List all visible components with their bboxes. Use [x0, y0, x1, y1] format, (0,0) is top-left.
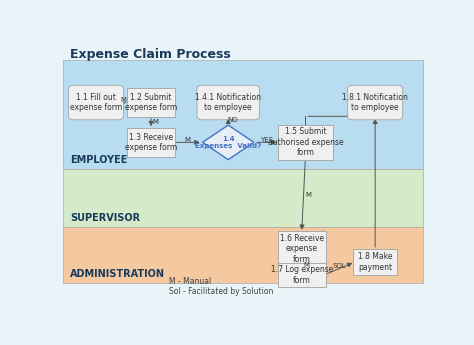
FancyBboxPatch shape	[347, 85, 403, 120]
Text: M: M	[185, 137, 191, 143]
Text: M: M	[153, 119, 158, 126]
Bar	[63, 227, 423, 283]
Text: 1.8.1 Notification
to employee: 1.8.1 Notification to employee	[342, 93, 408, 112]
Text: EMPLOYEE: EMPLOYEE	[70, 155, 128, 165]
Text: SUPERVISOR: SUPERVISOR	[70, 213, 140, 223]
FancyBboxPatch shape	[278, 125, 333, 160]
Text: 1.7 Log expense
form: 1.7 Log expense form	[271, 265, 333, 285]
Text: 1.2 Submit
expense form: 1.2 Submit expense form	[125, 93, 177, 112]
Text: 1.4
Expenses  Valid?: 1.4 Expenses Valid?	[195, 136, 261, 149]
Text: 1.3 Receive
expense form: 1.3 Receive expense form	[125, 132, 177, 152]
Text: 1.6 Receive
expense
form: 1.6 Receive expense form	[280, 234, 324, 264]
FancyBboxPatch shape	[278, 263, 326, 287]
Bar	[63, 60, 423, 169]
Text: 1.1 Fill out
expense form: 1.1 Fill out expense form	[70, 93, 122, 112]
FancyBboxPatch shape	[127, 88, 175, 117]
FancyBboxPatch shape	[278, 231, 326, 266]
FancyBboxPatch shape	[197, 85, 259, 120]
Text: M: M	[303, 262, 309, 267]
Text: YES: YES	[260, 137, 273, 143]
Text: SOL: SOL	[333, 263, 346, 269]
Text: ADMINISTRATION: ADMINISTRATION	[70, 269, 165, 279]
Text: M: M	[305, 193, 311, 198]
Polygon shape	[202, 125, 254, 160]
Text: M: M	[120, 97, 127, 104]
FancyBboxPatch shape	[353, 249, 397, 275]
Text: Expense Claim Process: Expense Claim Process	[70, 48, 231, 61]
Text: 1.5 Submit
authorised expense
form: 1.5 Submit authorised expense form	[267, 127, 343, 157]
FancyBboxPatch shape	[68, 85, 124, 120]
FancyBboxPatch shape	[127, 128, 175, 157]
Bar	[63, 169, 423, 227]
Text: 1.8 Make
payment: 1.8 Make payment	[358, 252, 392, 272]
Text: M - Manual
Sol - Facilitated by Solution: M - Manual Sol - Facilitated by Solution	[169, 277, 274, 296]
Text: 1.4.1 Notification
to employee: 1.4.1 Notification to employee	[195, 93, 261, 112]
Text: NO: NO	[228, 117, 238, 124]
